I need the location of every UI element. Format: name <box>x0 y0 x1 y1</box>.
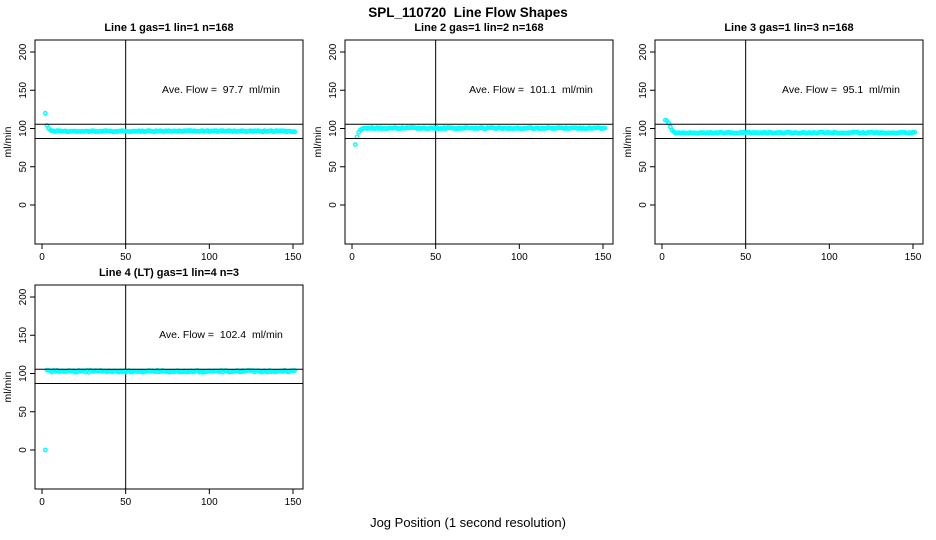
y-tick-label: 200 <box>18 43 29 60</box>
plot-frame <box>654 39 924 245</box>
x-tick-label: 0 <box>39 252 45 263</box>
ave-flow-annotation-line-2: Ave. Flow = 101.1 ml/min <box>469 84 593 96</box>
y-tick-label: 150 <box>638 81 649 98</box>
x-tick-label: 0 <box>349 252 355 263</box>
panel-2: 0 50 100 150 200 ml/min 0 50 100 150 <box>312 39 614 263</box>
scatter-points <box>662 117 918 136</box>
y-tick-label: 200 <box>18 288 29 305</box>
plot-frame <box>344 39 614 245</box>
x-tick-label: 50 <box>430 252 442 263</box>
y-tick-label: 50 <box>328 161 339 173</box>
panel-title-line-3: Line 3 gas=1 lin=3 n=168 <box>724 22 854 34</box>
y-tick-label: 50 <box>18 161 29 173</box>
x-tick-label: 150 <box>905 252 922 263</box>
x-tick-label: 100 <box>821 252 838 263</box>
x-tick-label: 100 <box>201 252 218 263</box>
x-tick-label: 50 <box>120 252 132 263</box>
plot-frame <box>34 284 304 490</box>
y-axis-label: ml/min <box>312 126 324 157</box>
x-tick-label: 150 <box>595 252 612 263</box>
y-tick-label: 150 <box>328 81 339 98</box>
data-point <box>292 129 298 135</box>
ave-flow-annotation-line-1: Ave. Flow = 97.7 ml/min <box>162 84 280 96</box>
panel-3: 0 50 100 150 200 ml/min 0 50 100 150 <box>622 39 924 263</box>
x-tick-label: 50 <box>120 497 132 508</box>
y-axis-label: ml/min <box>622 126 634 157</box>
y-tick-label: 200 <box>638 43 649 60</box>
x-tick-label: 100 <box>201 497 218 508</box>
panel-4: 0 50 100 150 200 ml/min 0 50 100 150 <box>2 284 304 508</box>
y-tick-label: 0 <box>638 202 649 208</box>
y-tick-label: 100 <box>18 365 29 382</box>
x-tick-label: 0 <box>659 252 665 263</box>
y-tick-label: 100 <box>328 120 339 137</box>
data-point <box>42 110 48 116</box>
scatter-points <box>352 125 608 148</box>
data-point <box>352 142 358 148</box>
y-tick-label: 150 <box>18 81 29 98</box>
panel-title-line-4: Line 4 (LT) gas=1 lin=4 n=3 <box>98 267 240 279</box>
panel-title-line-1: Line 1 gas=1 lin=1 n=168 <box>104 22 234 34</box>
y-tick-label: 0 <box>328 202 339 208</box>
y-tick-label: 50 <box>18 406 29 418</box>
y-tick-label: 150 <box>18 326 29 343</box>
data-point <box>42 447 48 453</box>
y-axis-label: ml/min <box>2 371 14 402</box>
x-tick-label: 0 <box>39 497 45 508</box>
y-tick-label: 200 <box>328 43 339 60</box>
x-tick-label: 150 <box>285 252 302 263</box>
scatter-points <box>42 110 298 135</box>
y-tick-label: 0 <box>18 447 29 453</box>
data-point <box>912 129 918 135</box>
y-tick-label: 100 <box>638 120 649 137</box>
figure-title: SPL_110720 Line Flow Shapes <box>368 5 568 20</box>
y-tick-label: 100 <box>18 120 29 137</box>
x-tick-label: 100 <box>511 252 528 263</box>
panel-1: 0 50 100 150 200 ml/min 0 50 100 150 <box>2 39 304 263</box>
data-point <box>602 125 608 131</box>
plot-frame <box>34 39 304 245</box>
data-point <box>666 120 672 126</box>
y-tick-label: 50 <box>638 161 649 173</box>
ave-flow-annotation-line-4: Ave. Flow = 102.4 ml/min <box>159 329 283 341</box>
x-tick-label: 50 <box>740 252 752 263</box>
scatter-points <box>42 367 298 453</box>
ave-flow-annotation-line-3: Ave. Flow = 95.1 ml/min <box>782 84 900 96</box>
y-tick-label: 0 <box>18 202 29 208</box>
y-axis-label: ml/min <box>2 126 14 157</box>
figure-x-axis-label: Jog Position (1 second resolution) <box>370 515 566 530</box>
panel-title-line-2: Line 2 gas=1 lin=2 n=168 <box>414 22 544 34</box>
x-tick-label: 150 <box>285 497 302 508</box>
